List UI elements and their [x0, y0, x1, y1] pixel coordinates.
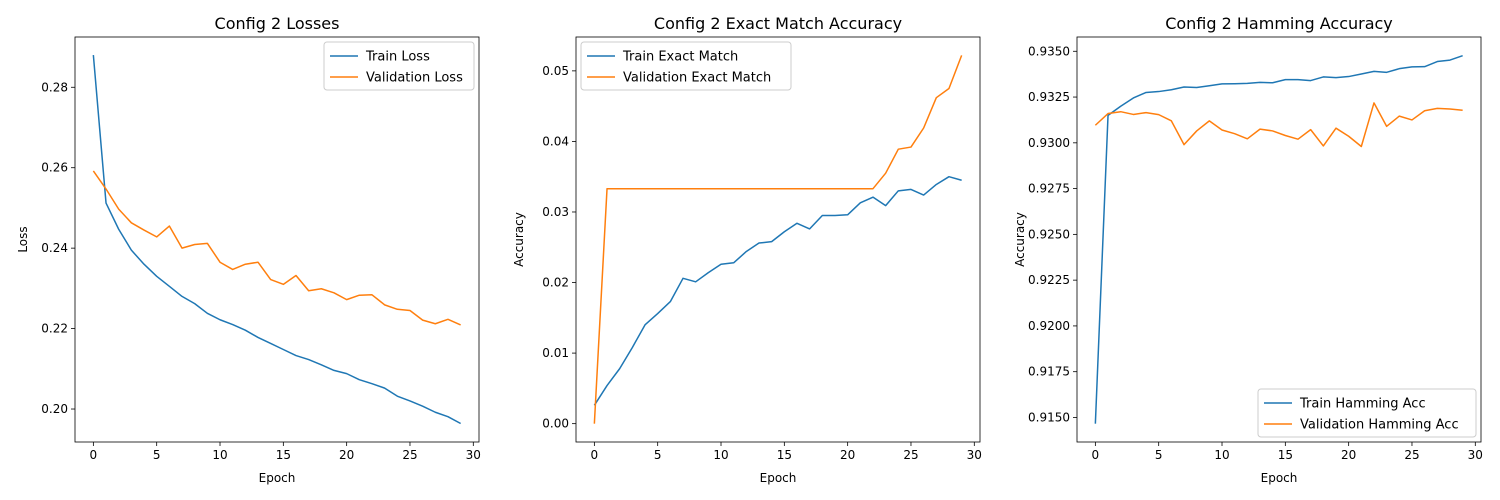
- chart-title: Config 2 Hamming Accuracy: [1165, 14, 1393, 33]
- legend-box: [323, 41, 475, 91]
- y-tick-label: 0.20: [41, 402, 68, 416]
- chart-1: Config 2 Losses 0 5 10 15 20 25 30 0.20 0.22 0.24 0…: [16, 14, 481, 485]
- legend-label: Validation Hamming Acc: [1300, 418, 1459, 433]
- x-axis-label: Epoch: [1261, 471, 1298, 485]
- chart-title: Config 2 Losses: [215, 14, 340, 33]
- series-line-1: [593, 175, 962, 406]
- y-tick-label: 0.9350: [1028, 44, 1070, 58]
- x-tick-label: 10: [1214, 448, 1229, 462]
- x-tick-label: 30: [466, 448, 481, 462]
- x-tick-label: 25: [903, 448, 918, 462]
- legend: Train Exact Match Validation Exact Match: [580, 41, 792, 91]
- series-line-1: [92, 55, 461, 425]
- y-tick-label: 0.05: [542, 64, 569, 78]
- y-axis-label: Accuracy: [1013, 212, 1027, 267]
- x-tick-label: 0: [1092, 448, 1100, 462]
- series-line-1: [1094, 54, 1463, 424]
- axes-frame: [575, 36, 981, 443]
- x-tick-label: 10: [713, 448, 728, 462]
- x-axis-label: Epoch: [760, 471, 797, 485]
- x-tick-label: 15: [276, 448, 291, 462]
- legend-label: Train Exact Match: [622, 50, 738, 65]
- y-tick-label: 0.24: [41, 241, 68, 255]
- x-tick-label: 15: [1278, 448, 1293, 462]
- x-tick-label: 10: [212, 448, 227, 462]
- series-line-2: [1094, 102, 1463, 148]
- y-tick-label: 0.9325: [1028, 90, 1070, 104]
- legend: Train Hamming Acc Validation Hamming Acc: [1257, 388, 1477, 438]
- legend-box: [1257, 388, 1477, 438]
- series-line-2: [92, 170, 461, 326]
- y-tick-label: 0.9275: [1028, 182, 1070, 196]
- x-tick-label: 5: [654, 448, 662, 462]
- legend-label: Train Hamming Acc: [1299, 397, 1426, 412]
- y-tick-label: 0.02: [542, 276, 569, 290]
- x-tick-label: 20: [840, 448, 855, 462]
- x-tick-label: 15: [777, 448, 792, 462]
- x-tick-label: 30: [1468, 448, 1483, 462]
- y-tick-label: 0.22: [41, 322, 68, 336]
- y-axis-label: Loss: [16, 226, 30, 252]
- y-tick-label: 0.03: [542, 205, 569, 219]
- chart-3: Config 2 Hamming Accuracy 0 5 10 15 20 25 30 0.9…: [1013, 14, 1483, 485]
- x-tick-label: 5: [153, 448, 161, 462]
- y-tick-label: 0.28: [41, 80, 68, 94]
- x-tick-label: 0: [591, 448, 599, 462]
- legend-box: [580, 41, 792, 91]
- x-tick-label: 5: [1155, 448, 1163, 462]
- y-tick-label: 0.9200: [1028, 319, 1070, 333]
- x-tick-label: 25: [1404, 448, 1419, 462]
- y-tick-label: 0.26: [41, 161, 68, 175]
- series-line-2: [593, 55, 963, 424]
- legend-label: Validation Exact Match: [623, 71, 771, 86]
- legend-label: Validation Loss: [366, 71, 463, 86]
- legend: Train Loss Validation Loss: [323, 41, 475, 91]
- x-axis-label: Epoch: [259, 471, 296, 485]
- y-tick-label: 0.9150: [1028, 410, 1070, 424]
- y-tick-label: 0.00: [542, 417, 569, 431]
- y-tick-label: 0.01: [542, 346, 569, 360]
- y-tick-label: 0.9225: [1028, 273, 1070, 287]
- y-tick-label: 0.9250: [1028, 227, 1070, 241]
- legend-label: Train Loss: [365, 50, 430, 65]
- x-tick-label: 0: [90, 448, 98, 462]
- axes-frame: [74, 36, 480, 443]
- y-tick-label: 0.04: [542, 134, 569, 148]
- chart-title: Config 2 Exact Match Accuracy: [654, 14, 902, 33]
- axes-frame: [1076, 36, 1482, 443]
- chart-2: Config 2 Exact Match Accuracy 0 5 10 15 20 25 3…: [512, 14, 982, 485]
- x-tick-label: 20: [339, 448, 354, 462]
- x-tick-label: 20: [1341, 448, 1356, 462]
- x-tick-label: 30: [967, 448, 982, 462]
- y-tick-label: 0.9175: [1028, 365, 1070, 379]
- y-tick-label: 0.9300: [1028, 136, 1070, 150]
- y-axis-label: Accuracy: [512, 212, 526, 267]
- x-tick-label: 25: [402, 448, 417, 462]
